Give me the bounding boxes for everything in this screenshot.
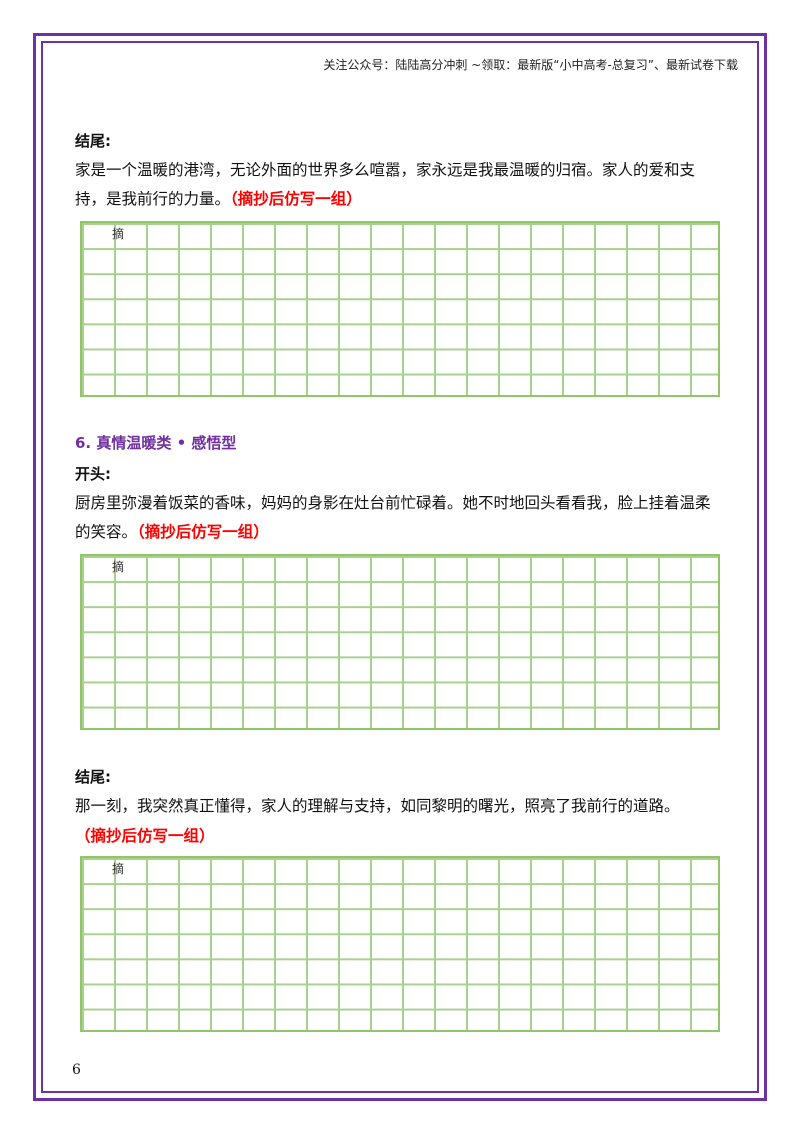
copy-instruction-3: （摘抄后仿写一组） [75,827,215,845]
copy-instruction-1: （摘抄后仿写一组） [230,190,362,208]
ending-paragraph-1: 家是一个温暖的港湾，无论外面的世界多么喧嚣，家永远是我最温暖的归宿。家人的爱和支… [75,156,725,214]
ending-text-1: 家是一个温暖的港湾，无论外面的世界多么喧嚣，家永远是我最温暖的归宿。家人的爱和支… [75,161,696,208]
page-number: 6 [72,1062,81,1078]
page-frame-inner [41,41,759,1093]
ending-label-1: 结尾: [75,132,111,150]
grid-first-char-1: 摘 [111,227,124,241]
grid-first-char-3: 摘 [111,862,124,876]
page-header: 关注公众号：陆陆高分冲刺 ~领取：最新版“小中高考-总复习”、最新试卷下载 [323,58,738,72]
ending-paragraph-2: 那一刻，我突然真正懂得，家人的理解与支持，如同黎明的曙光，照亮了我前行的道路。 [75,792,725,821]
opening-text: 厨房里弥漫着饭菜的香味，妈妈的身影在灶台前忙碌着。她不时地回头看看我，脸上挂着温… [75,494,711,541]
writing-grid-1[interactable] [80,221,720,397]
page-frame-outer [33,33,767,1101]
ending-label-2: 结尾: [75,768,111,786]
opening-label: 开头: [75,465,111,483]
writing-grid-3[interactable] [80,856,720,1032]
grid-first-char-2: 摘 [111,560,124,574]
ending-text-2: 那一刻，我突然真正懂得，家人的理解与支持，如同黎明的曙光，照亮了我前行的道路。 [75,797,680,815]
writing-grid-2[interactable] [80,554,720,730]
section-title-6: 6. 真情温暖类 • 感悟型 [75,434,237,452]
opening-paragraph: 厨房里弥漫着饭菜的香味，妈妈的身影在灶台前忙碌着。她不时地回头看看我，脸上挂着温… [75,489,725,547]
copy-instruction-3-line: （摘抄后仿写一组） [75,822,725,851]
copy-instruction-2: （摘抄后仿写一组） [137,523,269,541]
